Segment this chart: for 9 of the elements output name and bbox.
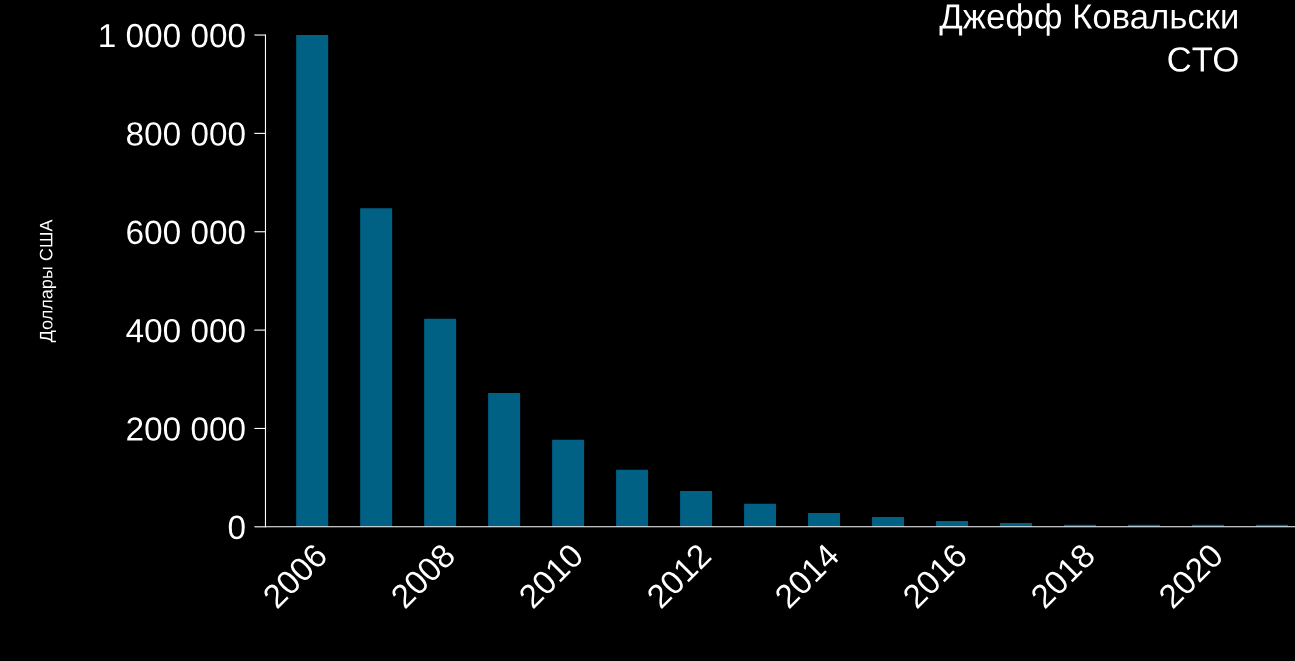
y-axis-title: Доллары США xyxy=(39,219,57,343)
y-tick-label: 400 000 xyxy=(126,318,245,343)
annotation: CTO xyxy=(1168,47,1238,72)
y-tick-label: 1 000 000 xyxy=(100,23,245,48)
y-tick-label: 600 000 xyxy=(127,220,245,245)
annotation: Джефф Ковальски xyxy=(939,3,1237,36)
y-tick-label: 800 000 xyxy=(127,122,245,146)
y-tick-label: 0 xyxy=(228,515,245,540)
y-tick-label: 200 000 xyxy=(127,417,245,441)
